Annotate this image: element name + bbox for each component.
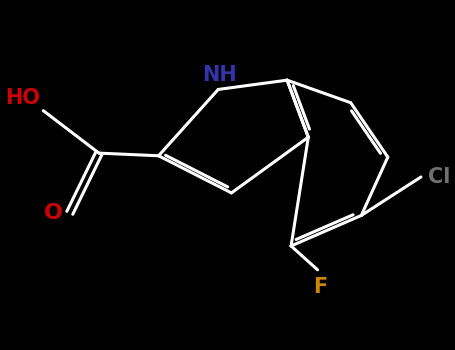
Text: F: F bbox=[313, 277, 328, 297]
Text: O: O bbox=[44, 203, 63, 223]
Text: HO: HO bbox=[5, 88, 40, 108]
Text: NH: NH bbox=[202, 65, 237, 85]
Text: Cl: Cl bbox=[428, 167, 450, 187]
